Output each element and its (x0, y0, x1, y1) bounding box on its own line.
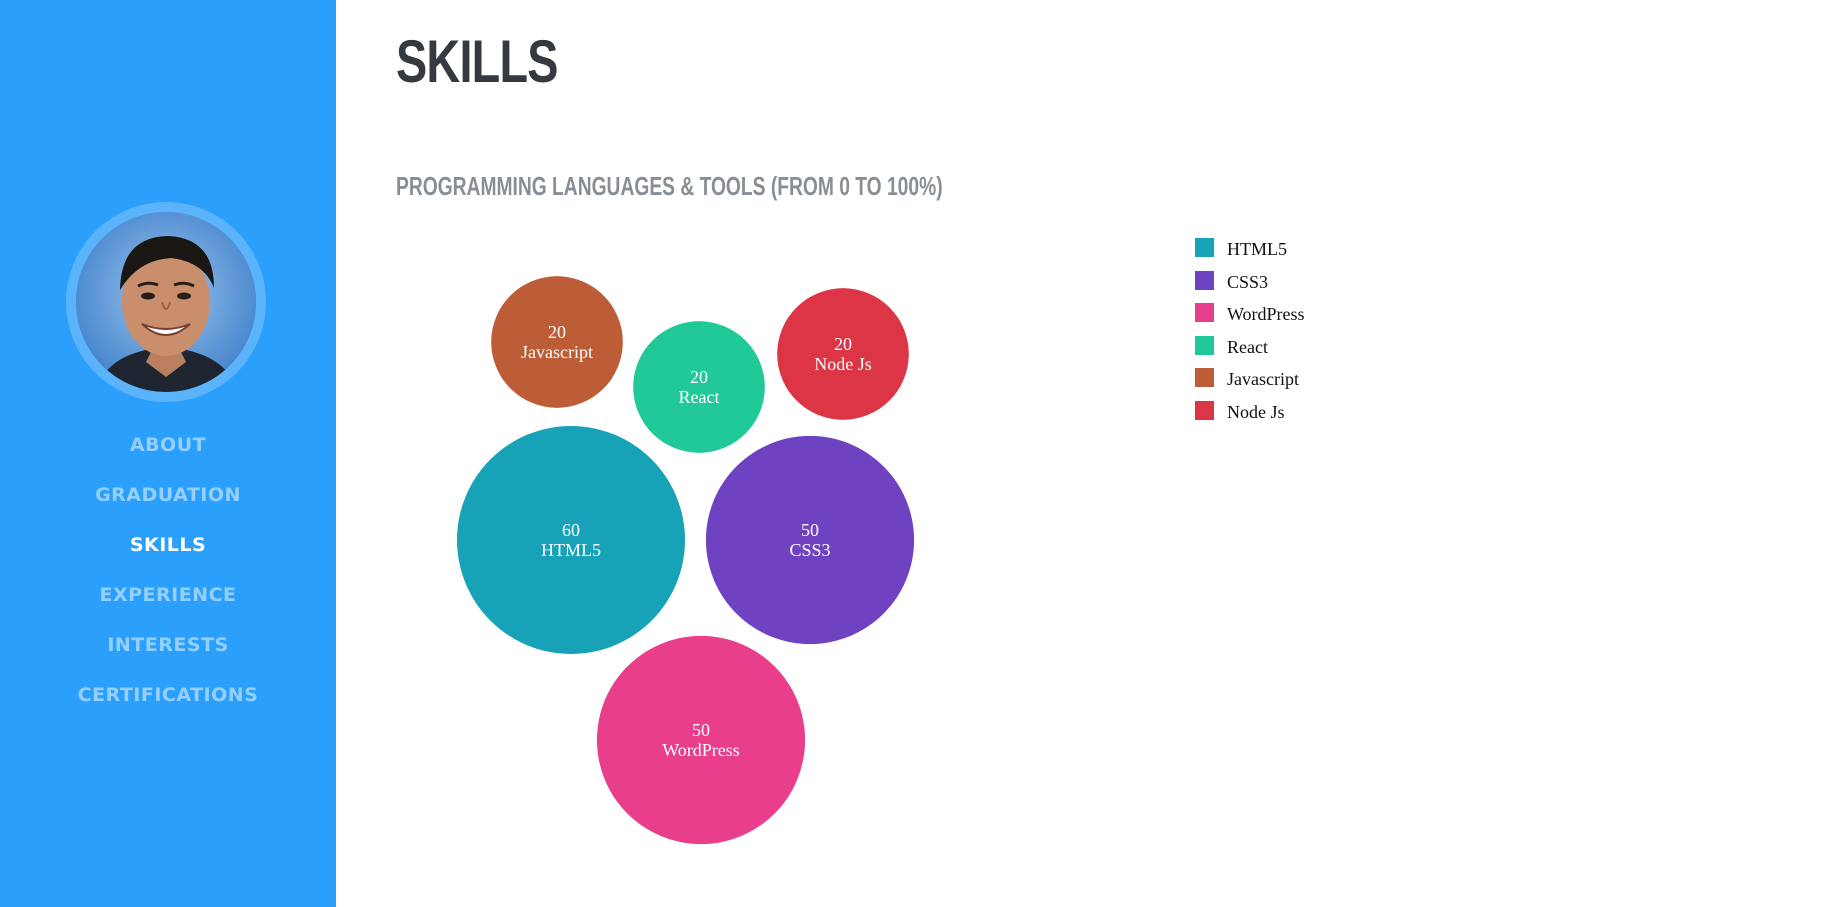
nav-item-graduation[interactable]: GRADUATION (95, 484, 241, 506)
legend-label-css3: CSS3 (1227, 271, 1269, 292)
bubble-label-css3: CSS3 (789, 540, 830, 560)
legend-swatch-react (1195, 335, 1214, 355)
legend-label-javascript: Javascript (1227, 369, 1299, 390)
avatar (66, 202, 266, 402)
legend-label-react: React (1227, 336, 1268, 357)
bubble-circle-react (633, 321, 765, 453)
legend-label-node-js: Node Js (1227, 401, 1285, 422)
sidebar-nav: ABOUT GRADUATION SKILLS EXPERIENCE INTER… (0, 420, 336, 720)
bubble-value-javascript: 20 (548, 322, 566, 342)
nav-item-experience[interactable]: EXPERIENCE (99, 584, 237, 606)
legend-label-html5: HTML5 (1227, 239, 1287, 259)
main-content: SKILLS PROGRAMMING LANGUAGES & TOOLS (FR… (336, 0, 1845, 907)
bubble-label-node-js: Node Js (814, 354, 872, 374)
bubble-circle-wordpress (596, 635, 806, 845)
nav-item-interests[interactable]: INTERESTS (107, 634, 229, 656)
sidebar: ABOUT GRADUATION SKILLS EXPERIENCE INTER… (0, 0, 336, 907)
bubble-label-wordpress: WordPress (662, 740, 740, 760)
bubble-circle-javascript (491, 276, 623, 408)
skills-bubble-chart: 60HTML550CSS350WordPress20React20Javascr… (457, 276, 915, 845)
bubble-value-wordpress: 50 (692, 720, 710, 740)
bubble-value-node-js: 20 (834, 334, 852, 354)
section-subtitle: PROGRAMMING LANGUAGES & TOOLS (FROM 0 TO… (396, 171, 943, 201)
page-title: SKILLS (396, 28, 559, 95)
legend-swatch-wordpress (1195, 303, 1214, 323)
legend-swatch-css3 (1195, 270, 1214, 290)
bubble-label-html5: HTML5 (541, 540, 601, 560)
legend-swatch-node-js (1195, 400, 1214, 420)
bubble-value-css3: 50 (801, 520, 819, 540)
bubble-circle-node-js (777, 288, 909, 420)
profile-photo-icon (76, 212, 256, 392)
bubble-circle-css3 (705, 435, 915, 645)
bubble-value-react: 20 (690, 367, 708, 387)
bubble-value-html5: 60 (562, 520, 580, 540)
bubble-label-javascript: Javascript (521, 342, 593, 362)
nav-item-certifications[interactable]: CERTIFICATIONS (77, 684, 259, 706)
legend-label-wordpress: WordPress (1227, 304, 1305, 325)
legend-swatch-html5 (1195, 238, 1214, 257)
nav-item-about[interactable]: ABOUT (129, 434, 207, 456)
legend-swatch-javascript (1195, 368, 1214, 388)
bubble-label-react: React (679, 387, 720, 407)
bubble-circle-html5 (457, 426, 685, 654)
nav-item-skills[interactable]: SKILLS (129, 534, 207, 556)
